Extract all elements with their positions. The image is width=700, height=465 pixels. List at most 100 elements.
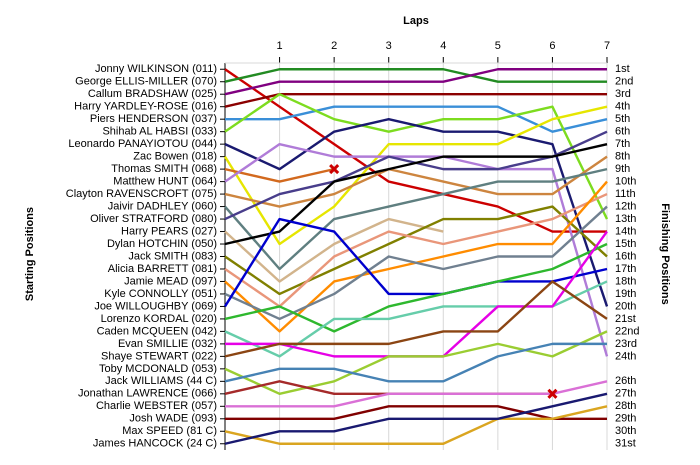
y-tick-label: Harry YARDLEY-ROSE (016) bbox=[74, 101, 217, 113]
y2-tick-label: 29th bbox=[615, 413, 636, 425]
y2-tick-label: 10th bbox=[615, 176, 636, 188]
y-tick-label: Leonardo PANAYIOTOU (044) bbox=[68, 138, 217, 150]
crash-cross bbox=[329, 164, 340, 175]
x-axis-label: Laps bbox=[403, 15, 429, 27]
y2-tick-label: 21st bbox=[615, 313, 636, 325]
y-tick-label: Oliver STRATFORD (080) bbox=[90, 213, 217, 225]
y2-tick-label: 24th bbox=[615, 350, 636, 362]
y2-tick-label: 8th bbox=[615, 151, 630, 163]
y2-axis-label: Finishing Positions bbox=[659, 203, 671, 304]
x-tick-label: 3 bbox=[386, 40, 392, 52]
y2-tick-label: 26th bbox=[615, 375, 636, 387]
lap-line bbox=[224, 117, 609, 307]
y2-tick-label: 16th bbox=[615, 250, 636, 262]
y-tick-label: Jack WILLIAMS (44 C) bbox=[105, 375, 217, 387]
lap-line bbox=[224, 167, 335, 183]
y-tick-label: Shihab AL HABSI (033) bbox=[102, 126, 217, 138]
lap-line bbox=[224, 405, 608, 445]
y-tick-label: Kyle CONNOLLY (051) bbox=[104, 288, 217, 300]
y2-tick-label: 17th bbox=[615, 263, 636, 275]
lap-line bbox=[225, 105, 608, 133]
x-tick-label: 4 bbox=[440, 40, 446, 52]
y-axis-label: Starting Positions bbox=[24, 207, 36, 301]
y2-tick-label: 4th bbox=[615, 101, 630, 113]
lap-line bbox=[224, 280, 608, 358]
lap-line bbox=[224, 205, 608, 296]
y-tick-label: Jonny WILKINSON (011) bbox=[95, 63, 217, 75]
y-tick-label: Jonathan LAWRENCE (066) bbox=[78, 388, 217, 400]
y-tick-label: Dylan HOTCHIN (050) bbox=[107, 238, 217, 250]
y2-tick-label: 19th bbox=[615, 288, 636, 300]
lap-line bbox=[225, 405, 607, 420]
lap-line bbox=[224, 93, 607, 108]
crash-marker bbox=[547, 388, 558, 399]
y2-tick-label: 15th bbox=[615, 238, 636, 250]
lap-line bbox=[224, 155, 608, 208]
y2-tick-label: 5th bbox=[615, 113, 630, 125]
y-tick-label: Matthew HUNT (064) bbox=[113, 176, 217, 188]
y2-tick-label: 31st bbox=[615, 438, 636, 450]
lap-line bbox=[224, 205, 608, 321]
y2-tick-label: 3rd bbox=[615, 88, 631, 100]
y-tick-label: Jack SMITH (083) bbox=[128, 250, 217, 262]
y-tick-label: Piers HENDERSON (037) bbox=[90, 113, 217, 125]
crash-cross bbox=[547, 388, 558, 399]
x-tick-label: 6 bbox=[549, 40, 555, 52]
y-tick-label: Josh WADE (093) bbox=[129, 413, 217, 425]
y2-tick-label: 14th bbox=[615, 225, 636, 237]
y-tick-label: Lorenzo KORDAL (020) bbox=[101, 313, 217, 325]
y2-tick-label: 9th bbox=[615, 163, 630, 175]
x-tick-label: 1 bbox=[277, 40, 283, 52]
lap-line bbox=[224, 142, 608, 246]
y-tick-label: Zac Bowen (018) bbox=[133, 151, 217, 163]
lap-line bbox=[223, 217, 608, 308]
lap-line bbox=[224, 217, 444, 283]
y2-tick-label: 1st bbox=[615, 63, 630, 75]
y2-tick-label: 18th bbox=[615, 275, 636, 287]
y2-tick-label: 27th bbox=[615, 388, 636, 400]
y2-tick-label: 6th bbox=[615, 126, 630, 138]
lap-line bbox=[223, 105, 608, 246]
y-tick-label: Toby MCDONALD (053) bbox=[99, 363, 217, 375]
lap-line bbox=[224, 167, 608, 271]
x-tick-label: 7 bbox=[604, 40, 610, 52]
y2-tick-label: 12th bbox=[615, 200, 636, 212]
lap-line bbox=[224, 192, 608, 308]
y2-tick-label: 23rd bbox=[615, 338, 637, 350]
y-tick-label: Harry PEARS (027) bbox=[121, 225, 217, 237]
x-tick-label: 5 bbox=[495, 40, 501, 52]
y-tick-label: Thomas SMITH (068) bbox=[111, 163, 217, 175]
y2-tick-label: 2nd bbox=[615, 76, 633, 88]
lap-line bbox=[224, 242, 608, 333]
y-tick-label: Max SPEED (81 C) bbox=[122, 425, 217, 437]
y2-tick-label: 11th bbox=[615, 188, 636, 200]
lap-line bbox=[224, 342, 607, 383]
y2-tick-label: 20th bbox=[615, 300, 636, 312]
lap-line bbox=[224, 68, 607, 233]
y-tick-label: Charlie WEBSTER (057) bbox=[96, 400, 217, 412]
y-tick-label: Clayton RAVENSCROFT (075) bbox=[66, 188, 217, 200]
y-tick-label: Joe WILLOUGHBY (069) bbox=[94, 300, 217, 312]
y-tick-label: James HANCOCK (24 C) bbox=[93, 438, 217, 450]
lap-line bbox=[224, 330, 608, 396]
y-tick-label: Alicia BARRETT (081) bbox=[108, 263, 217, 275]
lap-line bbox=[224, 68, 607, 96]
x-tick-label: 2 bbox=[331, 40, 337, 52]
y-tick-label: Shaye STEWART (022) bbox=[101, 350, 217, 362]
y-tick-label: Callum BRADSHAW (025) bbox=[88, 88, 217, 100]
y-tick-label: Evan SMILLIE (032) bbox=[118, 338, 217, 350]
y-tick-label: Caden MCQUEEN (042) bbox=[97, 325, 217, 337]
lap-line bbox=[224, 142, 609, 357]
y2-tick-label: 30th bbox=[615, 425, 636, 437]
crash-marker bbox=[329, 164, 340, 175]
lap-line bbox=[224, 68, 607, 83]
y2-tick-label: 7th bbox=[615, 138, 630, 150]
y-tick-label: Jaivir DADHLEY (060) bbox=[108, 200, 217, 212]
lap-line bbox=[224, 392, 608, 445]
y-tick-label: Jamie MEAD (097) bbox=[124, 275, 217, 287]
lap-line bbox=[225, 380, 608, 408]
y2-tick-label: 22nd bbox=[615, 325, 639, 337]
y2-tick-label: 28th bbox=[615, 400, 636, 412]
y-tick-label: George ELLIS-MILLER (070) bbox=[75, 76, 217, 88]
